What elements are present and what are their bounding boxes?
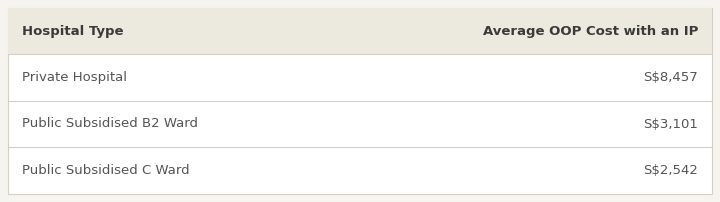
Text: S$8,457: S$8,457 — [643, 71, 698, 84]
Text: S$3,101: S$3,101 — [643, 118, 698, 130]
Text: Public Subsidised C Ward: Public Subsidised C Ward — [22, 164, 189, 177]
Text: S$2,542: S$2,542 — [643, 164, 698, 177]
Bar — [8, 8, 712, 54]
Text: Hospital Type: Hospital Type — [22, 24, 124, 38]
Text: Private Hospital: Private Hospital — [22, 71, 127, 84]
Text: Public Subsidised B2 Ward: Public Subsidised B2 Ward — [22, 118, 198, 130]
Text: Average OOP Cost with an IP: Average OOP Cost with an IP — [482, 24, 698, 38]
